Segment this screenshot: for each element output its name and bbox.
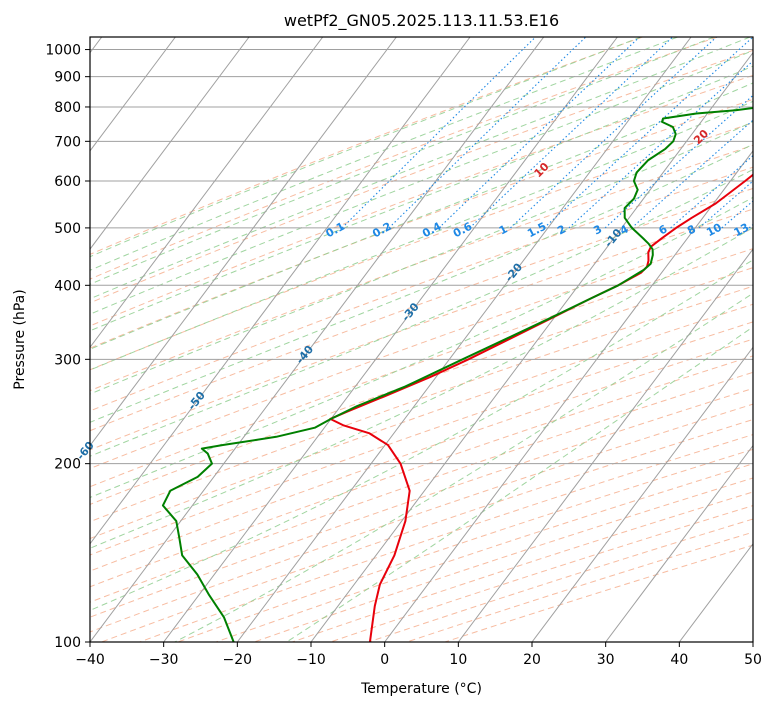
plot-frame bbox=[89, 36, 754, 643]
isotherm-line bbox=[90, 37, 397, 447]
isotherm-line bbox=[90, 37, 471, 545]
dry-adiabat-line bbox=[90, 144, 753, 392]
y-tick-label: 300 bbox=[54, 352, 81, 368]
x-tick-label: 30 bbox=[597, 652, 615, 668]
isotherm-line bbox=[457, 248, 753, 642]
x-tick-label: −40 bbox=[75, 652, 105, 668]
moist-adiabat-line bbox=[90, 168, 753, 457]
dry-adiabat-line bbox=[90, 37, 718, 280]
mixing-ratio-label: 13 bbox=[732, 221, 752, 240]
isotherm-line bbox=[531, 346, 753, 642]
dry-adiabat-line bbox=[90, 321, 753, 556]
dry-adiabat-line bbox=[90, 248, 753, 488]
mixing-ratio-line bbox=[469, 37, 674, 229]
x-tick-label: −20 bbox=[223, 652, 253, 668]
x-axis-title: Temperature (°C) bbox=[360, 681, 482, 697]
isotherm-line bbox=[90, 37, 250, 250]
x-tick-label: 50 bbox=[744, 652, 762, 668]
dry-adiabat-line bbox=[330, 505, 753, 642]
dry-adiabat-line bbox=[90, 49, 753, 304]
y-tick-label: 500 bbox=[54, 221, 81, 237]
mixing-ratio-label: 10 bbox=[704, 221, 724, 240]
dry-adiabat-line bbox=[90, 355, 753, 588]
dry-adiabat-line bbox=[90, 187, 753, 432]
x-tick-label: 0 bbox=[380, 652, 389, 668]
isotherm-line bbox=[605, 444, 753, 642]
y-tick-label: 600 bbox=[54, 174, 81, 190]
x-tick-label: 40 bbox=[670, 652, 688, 668]
dry-adiabat-line bbox=[90, 228, 753, 470]
dry-adiabat-line bbox=[253, 477, 753, 642]
y-tick-label: 900 bbox=[54, 70, 81, 86]
moist-adiabat-line bbox=[90, 65, 753, 332]
dewpoint-profile-line bbox=[161, 107, 753, 642]
dry-adiabat-line bbox=[90, 208, 753, 451]
dry-adiabat-line bbox=[90, 166, 753, 412]
isotherm-line bbox=[384, 150, 753, 642]
mixing-ratio-line bbox=[341, 37, 536, 229]
y-tick-label: 200 bbox=[54, 457, 81, 473]
y-tick-label: 1000 bbox=[45, 43, 81, 59]
x-tick-label: −30 bbox=[149, 652, 179, 668]
isotherm-line bbox=[90, 37, 324, 349]
dry-adiabat-line bbox=[90, 122, 753, 371]
x-tick-label: 20 bbox=[523, 652, 541, 668]
isotherm-line bbox=[236, 37, 692, 642]
isotherm-line bbox=[90, 37, 176, 152]
x-tick-label: −10 bbox=[296, 652, 326, 668]
mixing-ratio-line bbox=[604, 94, 753, 229]
y-tick-label: 700 bbox=[54, 134, 81, 150]
y-axis-title: Pressure (hPa) bbox=[12, 289, 28, 389]
moist-adiabat-line bbox=[90, 37, 751, 300]
dry-adiabat-line bbox=[90, 338, 753, 572]
y-tick-label: 800 bbox=[54, 100, 81, 116]
y-tick-label: 100 bbox=[54, 635, 81, 651]
dry-adiabat-line bbox=[215, 463, 753, 642]
dry-adiabat-line bbox=[292, 491, 753, 642]
isotherm-line bbox=[163, 37, 618, 642]
isotherm-line bbox=[90, 37, 545, 642]
moist-adiabat-line bbox=[90, 37, 642, 258]
dry-adiabat-line bbox=[177, 448, 753, 642]
moist-adiabat-line bbox=[90, 49, 753, 315]
dry-adiabat-line bbox=[90, 98, 753, 349]
mixing-ratio-line bbox=[631, 119, 753, 229]
moist-adiabat-line bbox=[286, 326, 753, 642]
mixing-ratio-line bbox=[568, 60, 753, 229]
moist-adiabat-line bbox=[90, 82, 753, 350]
isotherm-line bbox=[310, 51, 753, 642]
chart-title: wetPf2_GN05.2025.113.11.53.E16 bbox=[284, 11, 559, 31]
moist-adiabat-line bbox=[90, 227, 753, 549]
y-tick-label: 400 bbox=[54, 278, 81, 294]
mixing-ratio-line bbox=[388, 37, 587, 229]
x-tick-label: 10 bbox=[449, 652, 467, 668]
